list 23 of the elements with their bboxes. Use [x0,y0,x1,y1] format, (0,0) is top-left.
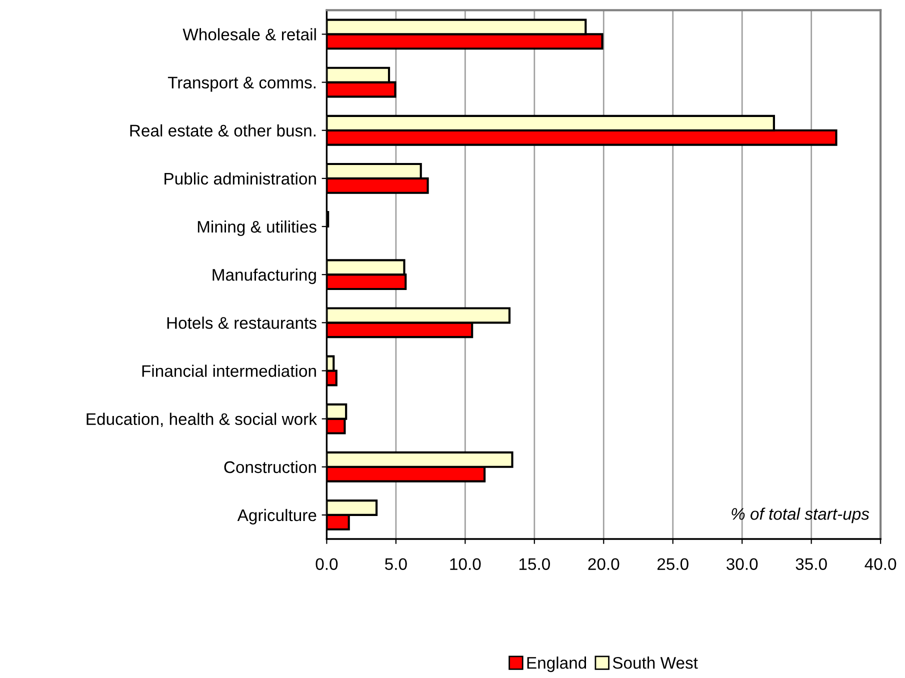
annotation: % of total start-ups [732,508,870,524]
y-tick-label: Real estate & other busn. [130,124,316,137]
x-tick-label: 15.0 [519,558,550,570]
y-tick-label: Hotels & restaurants [167,316,316,329]
x-tick-label: 20.0 [588,558,620,570]
x-tick-label: 35.0 [796,558,827,570]
y-tick-label: Manufacturing [212,268,316,284]
y-tick-label: Transport & comms. [168,76,316,92]
x-tick-label: 10.0 [450,558,481,570]
y-tick-label: Public administration [164,172,316,185]
y-tick-label: Financial intermediation [142,364,316,377]
x-tick-label: 40.0 [864,558,896,570]
y-tick-label: Agriculture [237,508,316,524]
x-tick-label: 5.0 [385,558,407,570]
x-tick-label: 25.0 [657,558,688,570]
legend-label: South West [612,656,698,669]
x-tick-label: 0.0 [316,558,338,570]
legend-label: England [527,656,586,672]
y-tick-label: Mining & utilities [198,220,316,236]
x-tick-label: 30.0 [726,558,758,570]
y-tick-label: Wholesale & retail [182,28,316,40]
y-tick-label: Education, health & social work [86,412,318,427]
y-tick-label: Construction [224,460,316,474]
